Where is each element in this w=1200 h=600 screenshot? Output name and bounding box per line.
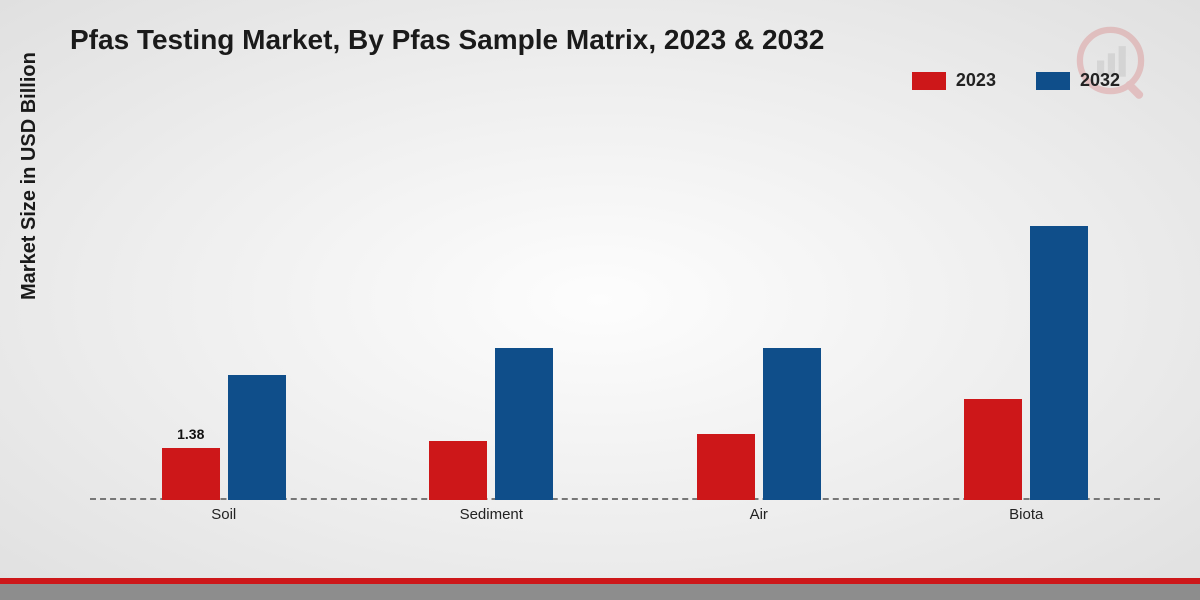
plot-area: 1.38 Soil Sediment Air Biota bbox=[90, 120, 1160, 530]
legend-item-2023: 2023 bbox=[912, 70, 996, 91]
bar-2023-sediment bbox=[429, 441, 487, 500]
legend-label-2023: 2023 bbox=[956, 70, 996, 91]
category-label: Sediment bbox=[429, 500, 553, 523]
bar-2023-air bbox=[697, 434, 755, 501]
category-label: Soil bbox=[162, 500, 286, 523]
legend-swatch-2032 bbox=[1036, 72, 1070, 90]
bar-2032-air bbox=[763, 348, 821, 500]
footer-bar bbox=[0, 578, 1200, 600]
bar-groups: 1.38 bbox=[90, 120, 1160, 500]
legend: 2023 2032 bbox=[912, 70, 1120, 91]
bar-group bbox=[429, 120, 553, 500]
bar-group bbox=[697, 120, 821, 500]
category-labels: Soil Sediment Air Biota bbox=[90, 500, 1160, 530]
watermark-logo bbox=[1070, 20, 1160, 110]
bar-group bbox=[964, 120, 1088, 500]
bar-value-label: 1.38 bbox=[177, 426, 204, 442]
legend-label-2032: 2032 bbox=[1080, 70, 1120, 91]
footer-grey-stripe bbox=[0, 584, 1200, 600]
y-axis-label: Market Size in USD Billion bbox=[18, 52, 41, 300]
category-label: Biota bbox=[964, 500, 1088, 523]
bar-2023-soil: 1.38 bbox=[162, 448, 220, 500]
bar-group: 1.38 bbox=[162, 120, 286, 500]
chart-title: Pfas Testing Market, By Pfas Sample Matr… bbox=[70, 24, 824, 56]
category-label: Air bbox=[697, 500, 821, 523]
bar-2032-sediment bbox=[495, 348, 553, 500]
legend-swatch-2023 bbox=[912, 72, 946, 90]
legend-item-2032: 2032 bbox=[1036, 70, 1120, 91]
bar-2032-soil bbox=[228, 375, 286, 500]
chart-container: Pfas Testing Market, By Pfas Sample Matr… bbox=[0, 0, 1200, 600]
bar-2032-biota bbox=[1030, 226, 1088, 500]
bar-2023-biota bbox=[964, 399, 1022, 500]
